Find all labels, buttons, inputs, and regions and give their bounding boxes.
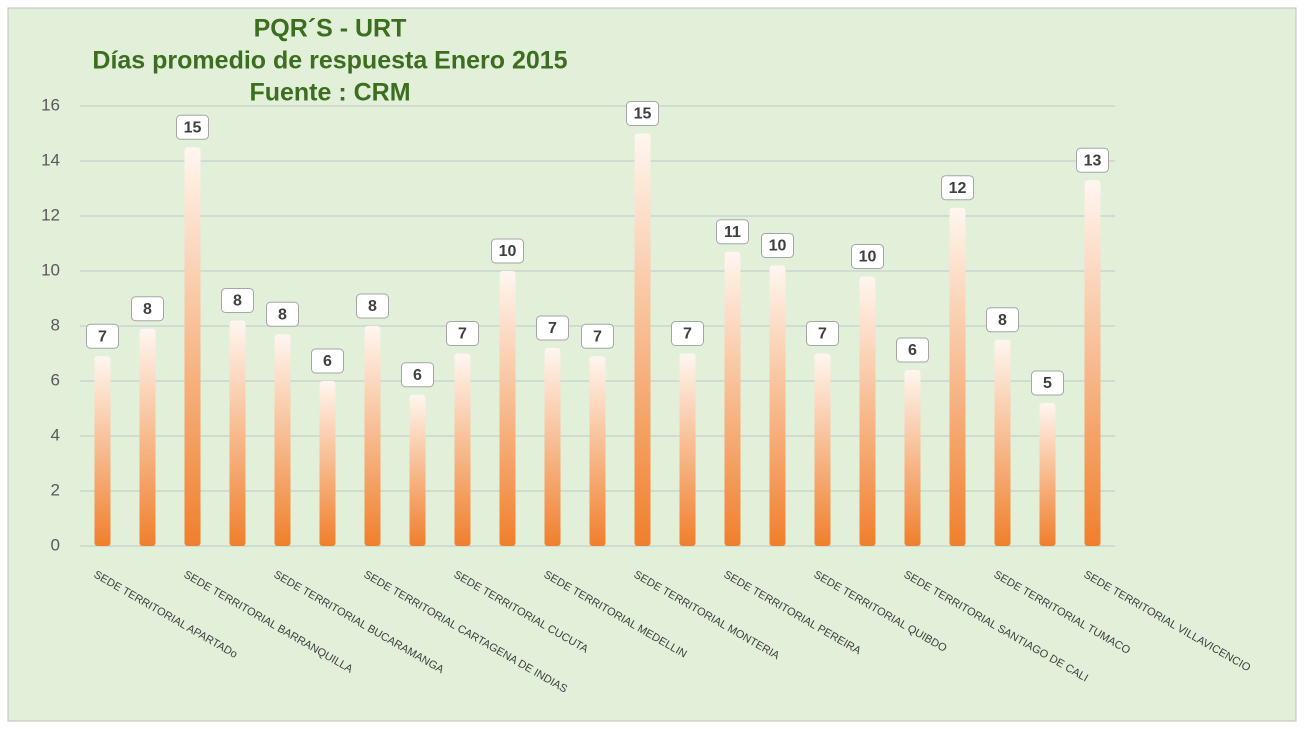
bar [859,276,876,546]
bar [679,353,696,546]
value-label: 6 [323,353,332,370]
value-label: 8 [233,293,242,310]
bar [184,147,201,546]
value-label-box [851,244,884,269]
value-label: 7 [458,326,467,343]
value-label: 7 [98,328,107,345]
value-label-box [176,114,209,140]
bar [544,348,561,546]
value-label-box [896,337,929,363]
chart-title: Fuente : CRM [249,79,410,107]
y-tick-label: 12 [41,205,60,224]
value-label-box [401,362,434,388]
value-label-box [536,315,569,341]
y-tick-label: 8 [51,315,60,334]
chart-background [7,7,1297,722]
bar [409,394,426,546]
y-tick-label: 0 [51,535,60,554]
value-label: 7 [818,326,827,343]
value-label: 12 [949,180,967,197]
y-tick-label: 16 [41,95,60,114]
value-label-box [986,307,1019,333]
y-tick-label: 14 [41,150,60,169]
value-label-box [806,321,839,346]
value-label: 7 [548,320,557,337]
value-label: 5 [1043,375,1052,392]
bar [274,334,291,546]
chart-title: PQR´S - URT [254,15,407,43]
bar [454,353,471,546]
value-label: 15 [184,119,202,136]
value-label-box [1076,147,1109,173]
bar [949,207,966,546]
y-tick-label: 6 [51,370,60,389]
value-label: 11 [724,224,741,241]
bar [904,370,921,546]
y-tick-label: 2 [51,480,60,499]
value-label: 6 [908,342,917,359]
value-label-box [941,175,974,201]
bar [589,356,606,546]
chart-title: Días promedio de respuesta Enero 2015 [92,47,567,75]
bar [139,328,156,546]
bar [724,251,741,546]
value-label-box [86,323,119,349]
value-label-box [266,301,299,327]
value-label: 15 [634,106,652,123]
value-label: 10 [859,249,877,266]
value-label-box [761,233,794,258]
bar [994,339,1011,546]
y-tick-label: 10 [41,260,60,279]
bar [634,133,651,546]
value-label-box [311,348,344,374]
value-label: 8 [368,298,377,315]
value-label: 8 [143,301,152,318]
bar [364,326,381,546]
bar [229,320,246,546]
value-label: 7 [683,326,692,343]
value-label-box [671,321,704,346]
value-label-box [131,296,164,322]
value-label: 6 [413,367,422,384]
value-label-box [446,321,479,346]
bar [499,271,516,546]
value-label: 13 [1084,152,1102,169]
value-label-box [626,101,659,126]
value-label: 8 [998,312,1007,329]
value-label: 7 [593,328,602,345]
bar [1084,180,1101,546]
value-label-box [356,293,389,319]
value-label: 10 [769,238,787,255]
bar [769,265,786,546]
value-label-box [581,323,614,349]
value-label: 10 [499,243,517,260]
value-label: 8 [278,306,287,323]
y-tick-label: 4 [51,425,60,444]
value-label-box [716,219,749,245]
bar [94,356,111,546]
bar [814,353,831,546]
bar [1039,403,1056,546]
bar [319,381,336,546]
value-label-box [491,238,524,264]
value-label-box [1031,370,1064,396]
value-label-box [221,288,254,313]
